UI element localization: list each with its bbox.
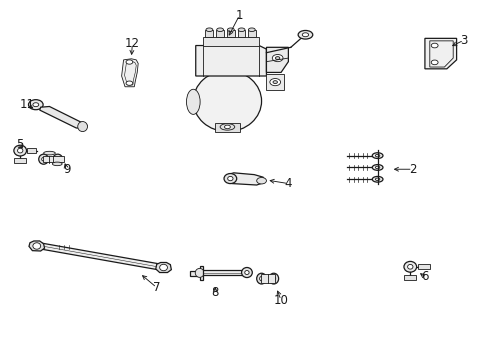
Ellipse shape — [256, 177, 266, 184]
Polygon shape — [195, 45, 266, 76]
Polygon shape — [189, 266, 203, 280]
Ellipse shape — [302, 33, 308, 37]
Text: 10: 10 — [273, 294, 288, 307]
Ellipse shape — [195, 269, 203, 277]
Ellipse shape — [216, 28, 223, 32]
Ellipse shape — [227, 28, 234, 32]
Polygon shape — [40, 243, 161, 270]
Ellipse shape — [28, 100, 43, 110]
Text: 6: 6 — [420, 270, 428, 283]
Ellipse shape — [269, 78, 280, 86]
Ellipse shape — [41, 157, 45, 161]
Polygon shape — [266, 74, 283, 90]
Ellipse shape — [272, 81, 277, 84]
Text: 1: 1 — [235, 9, 243, 22]
Ellipse shape — [52, 162, 62, 166]
Polygon shape — [424, 39, 456, 69]
Ellipse shape — [407, 265, 412, 269]
Ellipse shape — [159, 264, 167, 271]
Ellipse shape — [126, 81, 133, 85]
Ellipse shape — [244, 271, 248, 274]
Ellipse shape — [375, 154, 379, 157]
Ellipse shape — [238, 28, 244, 32]
Polygon shape — [266, 47, 288, 72]
Ellipse shape — [220, 124, 234, 130]
Ellipse shape — [224, 174, 236, 184]
Ellipse shape — [298, 31, 312, 39]
Bar — [26, 148, 36, 153]
Ellipse shape — [126, 60, 133, 64]
Ellipse shape — [430, 60, 437, 65]
Polygon shape — [203, 37, 259, 45]
Bar — [216, 30, 224, 37]
Ellipse shape — [375, 178, 379, 180]
Ellipse shape — [241, 267, 252, 278]
Ellipse shape — [272, 54, 283, 62]
Ellipse shape — [248, 28, 255, 32]
Ellipse shape — [271, 276, 275, 281]
Bar — [417, 264, 429, 269]
Ellipse shape — [39, 154, 48, 164]
Ellipse shape — [14, 145, 26, 156]
Text: 12: 12 — [124, 37, 140, 50]
Bar — [205, 30, 213, 37]
Ellipse shape — [227, 176, 233, 181]
Ellipse shape — [371, 176, 382, 182]
Ellipse shape — [193, 71, 261, 132]
Ellipse shape — [78, 122, 87, 132]
Bar — [42, 156, 64, 162]
Text: 9: 9 — [62, 163, 70, 176]
Ellipse shape — [430, 43, 437, 48]
Ellipse shape — [259, 276, 263, 281]
Bar — [260, 274, 275, 283]
Ellipse shape — [275, 57, 279, 59]
Polygon shape — [215, 123, 239, 132]
Text: 3: 3 — [459, 33, 467, 47]
Ellipse shape — [33, 243, 41, 249]
Text: 4: 4 — [284, 177, 291, 190]
Bar — [14, 158, 26, 163]
Polygon shape — [29, 241, 44, 251]
Ellipse shape — [268, 273, 278, 284]
Bar — [247, 30, 255, 37]
Ellipse shape — [375, 166, 379, 169]
Polygon shape — [203, 270, 244, 275]
Polygon shape — [122, 59, 138, 87]
Text: 7: 7 — [153, 281, 160, 294]
Ellipse shape — [186, 89, 200, 114]
Ellipse shape — [205, 28, 212, 32]
Text: 2: 2 — [408, 163, 416, 176]
Ellipse shape — [43, 151, 55, 155]
Ellipse shape — [18, 148, 23, 153]
Bar — [237, 30, 245, 37]
Text: 11: 11 — [20, 98, 35, 111]
Text: 8: 8 — [211, 287, 219, 300]
Ellipse shape — [371, 165, 382, 170]
Polygon shape — [156, 262, 171, 273]
Ellipse shape — [371, 153, 382, 158]
Ellipse shape — [33, 103, 39, 107]
Bar — [226, 30, 234, 37]
Polygon shape — [226, 173, 264, 185]
Ellipse shape — [403, 261, 416, 272]
Text: 5: 5 — [17, 138, 24, 150]
Ellipse shape — [56, 157, 60, 161]
Bar — [404, 275, 415, 280]
Ellipse shape — [224, 125, 230, 129]
Ellipse shape — [53, 154, 62, 164]
Ellipse shape — [256, 273, 266, 284]
Polygon shape — [40, 107, 87, 128]
